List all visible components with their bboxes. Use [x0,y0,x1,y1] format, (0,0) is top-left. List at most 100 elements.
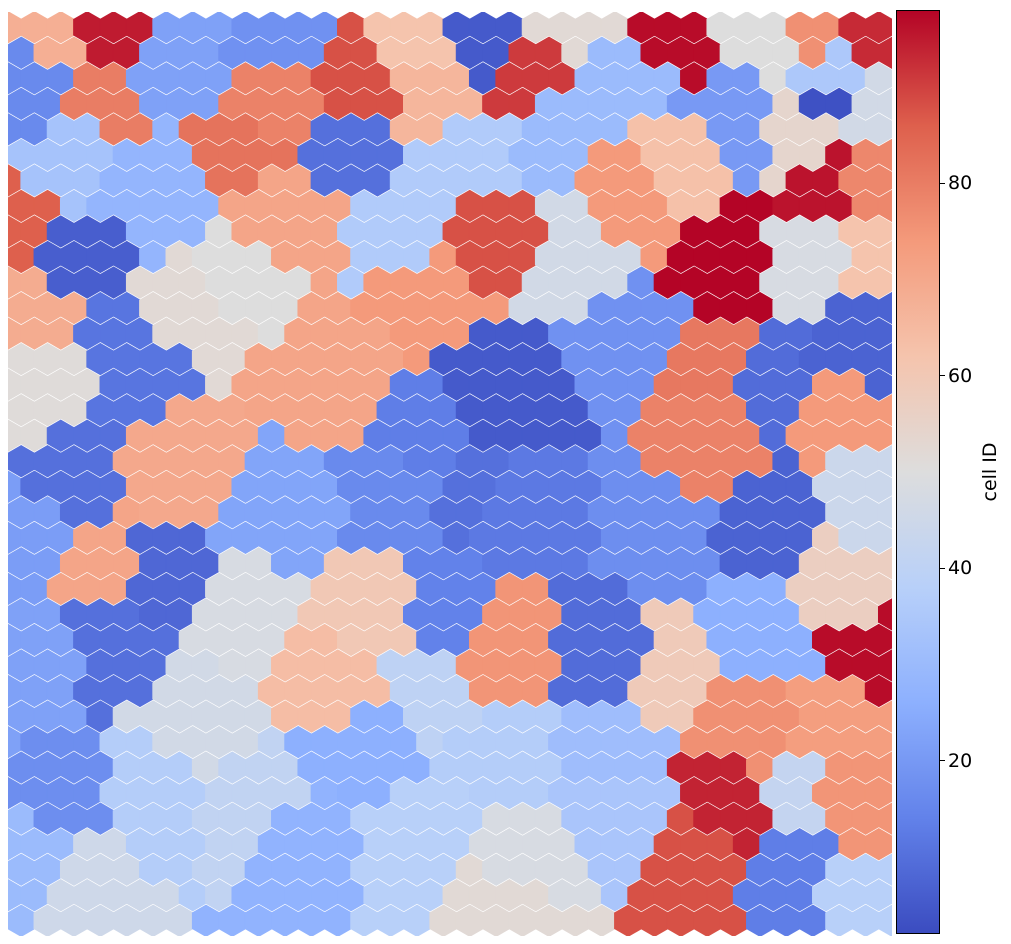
hex-cell [509,599,536,631]
hex-cell [641,343,668,375]
hex-cell [575,62,602,94]
hex-cell [390,522,417,554]
hex-cell [548,318,575,350]
hex-cell [799,88,826,120]
hex-cell [469,62,496,94]
hex-cell [720,752,747,784]
hex-cell [166,37,193,69]
hex-cell [826,599,853,631]
hex-cell [430,241,457,273]
hex-cell [377,701,404,733]
colorbar-ticks: 20 40 60 80 [940,10,980,934]
hex-cell [390,216,417,248]
hex-cell [100,624,127,656]
hex-cell [245,394,272,426]
hex-cell [126,675,153,707]
hex-cell [628,318,655,350]
hex-cell [456,854,483,886]
hex-cell [298,292,325,324]
hex-cell [799,599,826,631]
hex-cell [535,496,562,528]
hex-cell [812,12,839,43]
hex-cell [865,267,892,299]
hex-cell [614,37,641,69]
hex-cell [73,726,100,758]
hex-cell [166,803,193,835]
hex-cell [87,241,114,273]
hex-cell [482,139,509,171]
hex-cell [192,241,219,273]
hex-cell [469,318,496,350]
hex-cell [614,803,641,835]
hex-cell [34,88,61,120]
hex-cell [548,471,575,503]
hex-cell [113,37,140,69]
hex-cell [139,292,166,324]
hex-cell [443,12,470,43]
hex-cell [47,114,74,146]
hex-cell [337,726,364,758]
hex-cell [680,777,707,809]
hex-cell [245,496,272,528]
hexagon-cell-map [8,12,892,936]
hex-cell [522,522,549,554]
hex-cell [205,522,232,554]
hex-cell [680,471,707,503]
hex-cell [403,394,430,426]
hex-cell [548,879,575,911]
hex-cell [588,496,615,528]
hex-cell [337,114,364,146]
hex-cell [720,548,747,580]
hex-cell [496,828,523,860]
hex-cell [87,139,114,171]
hex-cell [535,854,562,886]
hex-cell [773,394,800,426]
hex-cell [562,650,589,682]
hex-cell [403,445,430,477]
hex-cell [720,496,747,528]
hex-cell [509,650,536,682]
hex-cell [575,879,602,911]
hex-cell [628,879,655,911]
hex-cell [694,548,721,580]
hex-cell [430,599,457,631]
hex-cell [720,599,747,631]
hex-cell [588,394,615,426]
hex-cell [865,369,892,401]
hex-cell [232,165,259,197]
hex-cell [680,726,707,758]
hex-cell [482,905,509,936]
hex-cell [588,343,615,375]
hex-cell [826,445,853,477]
hex-cell [826,548,853,580]
hex-cell [720,37,747,69]
hex-cell [258,879,285,911]
hex-cell [298,37,325,69]
hex-cell [720,905,747,936]
hex-cell [852,139,879,171]
hex-cell [390,573,417,605]
hex-cell [232,318,259,350]
hex-cell [509,752,536,784]
hex-cell [60,88,87,120]
hex-cell [232,216,259,248]
hex-cell [87,394,114,426]
hex-cell [60,905,87,936]
hex-cell [509,139,536,171]
hex-cell [522,573,549,605]
hex-cell [139,343,166,375]
hex-cell [47,420,74,452]
colorbar-tick-mark [940,375,945,376]
hex-cell [258,62,285,94]
hex-cell [720,190,747,222]
hex-cell [179,318,206,350]
hex-cell [324,88,351,120]
hex-cell [285,624,312,656]
hex-cell [139,650,166,682]
hex-cell [786,369,813,401]
hex-cell [47,777,74,809]
hex-cell [324,139,351,171]
hex-cell [826,343,853,375]
hex-cell [298,139,325,171]
hex-cell [575,624,602,656]
